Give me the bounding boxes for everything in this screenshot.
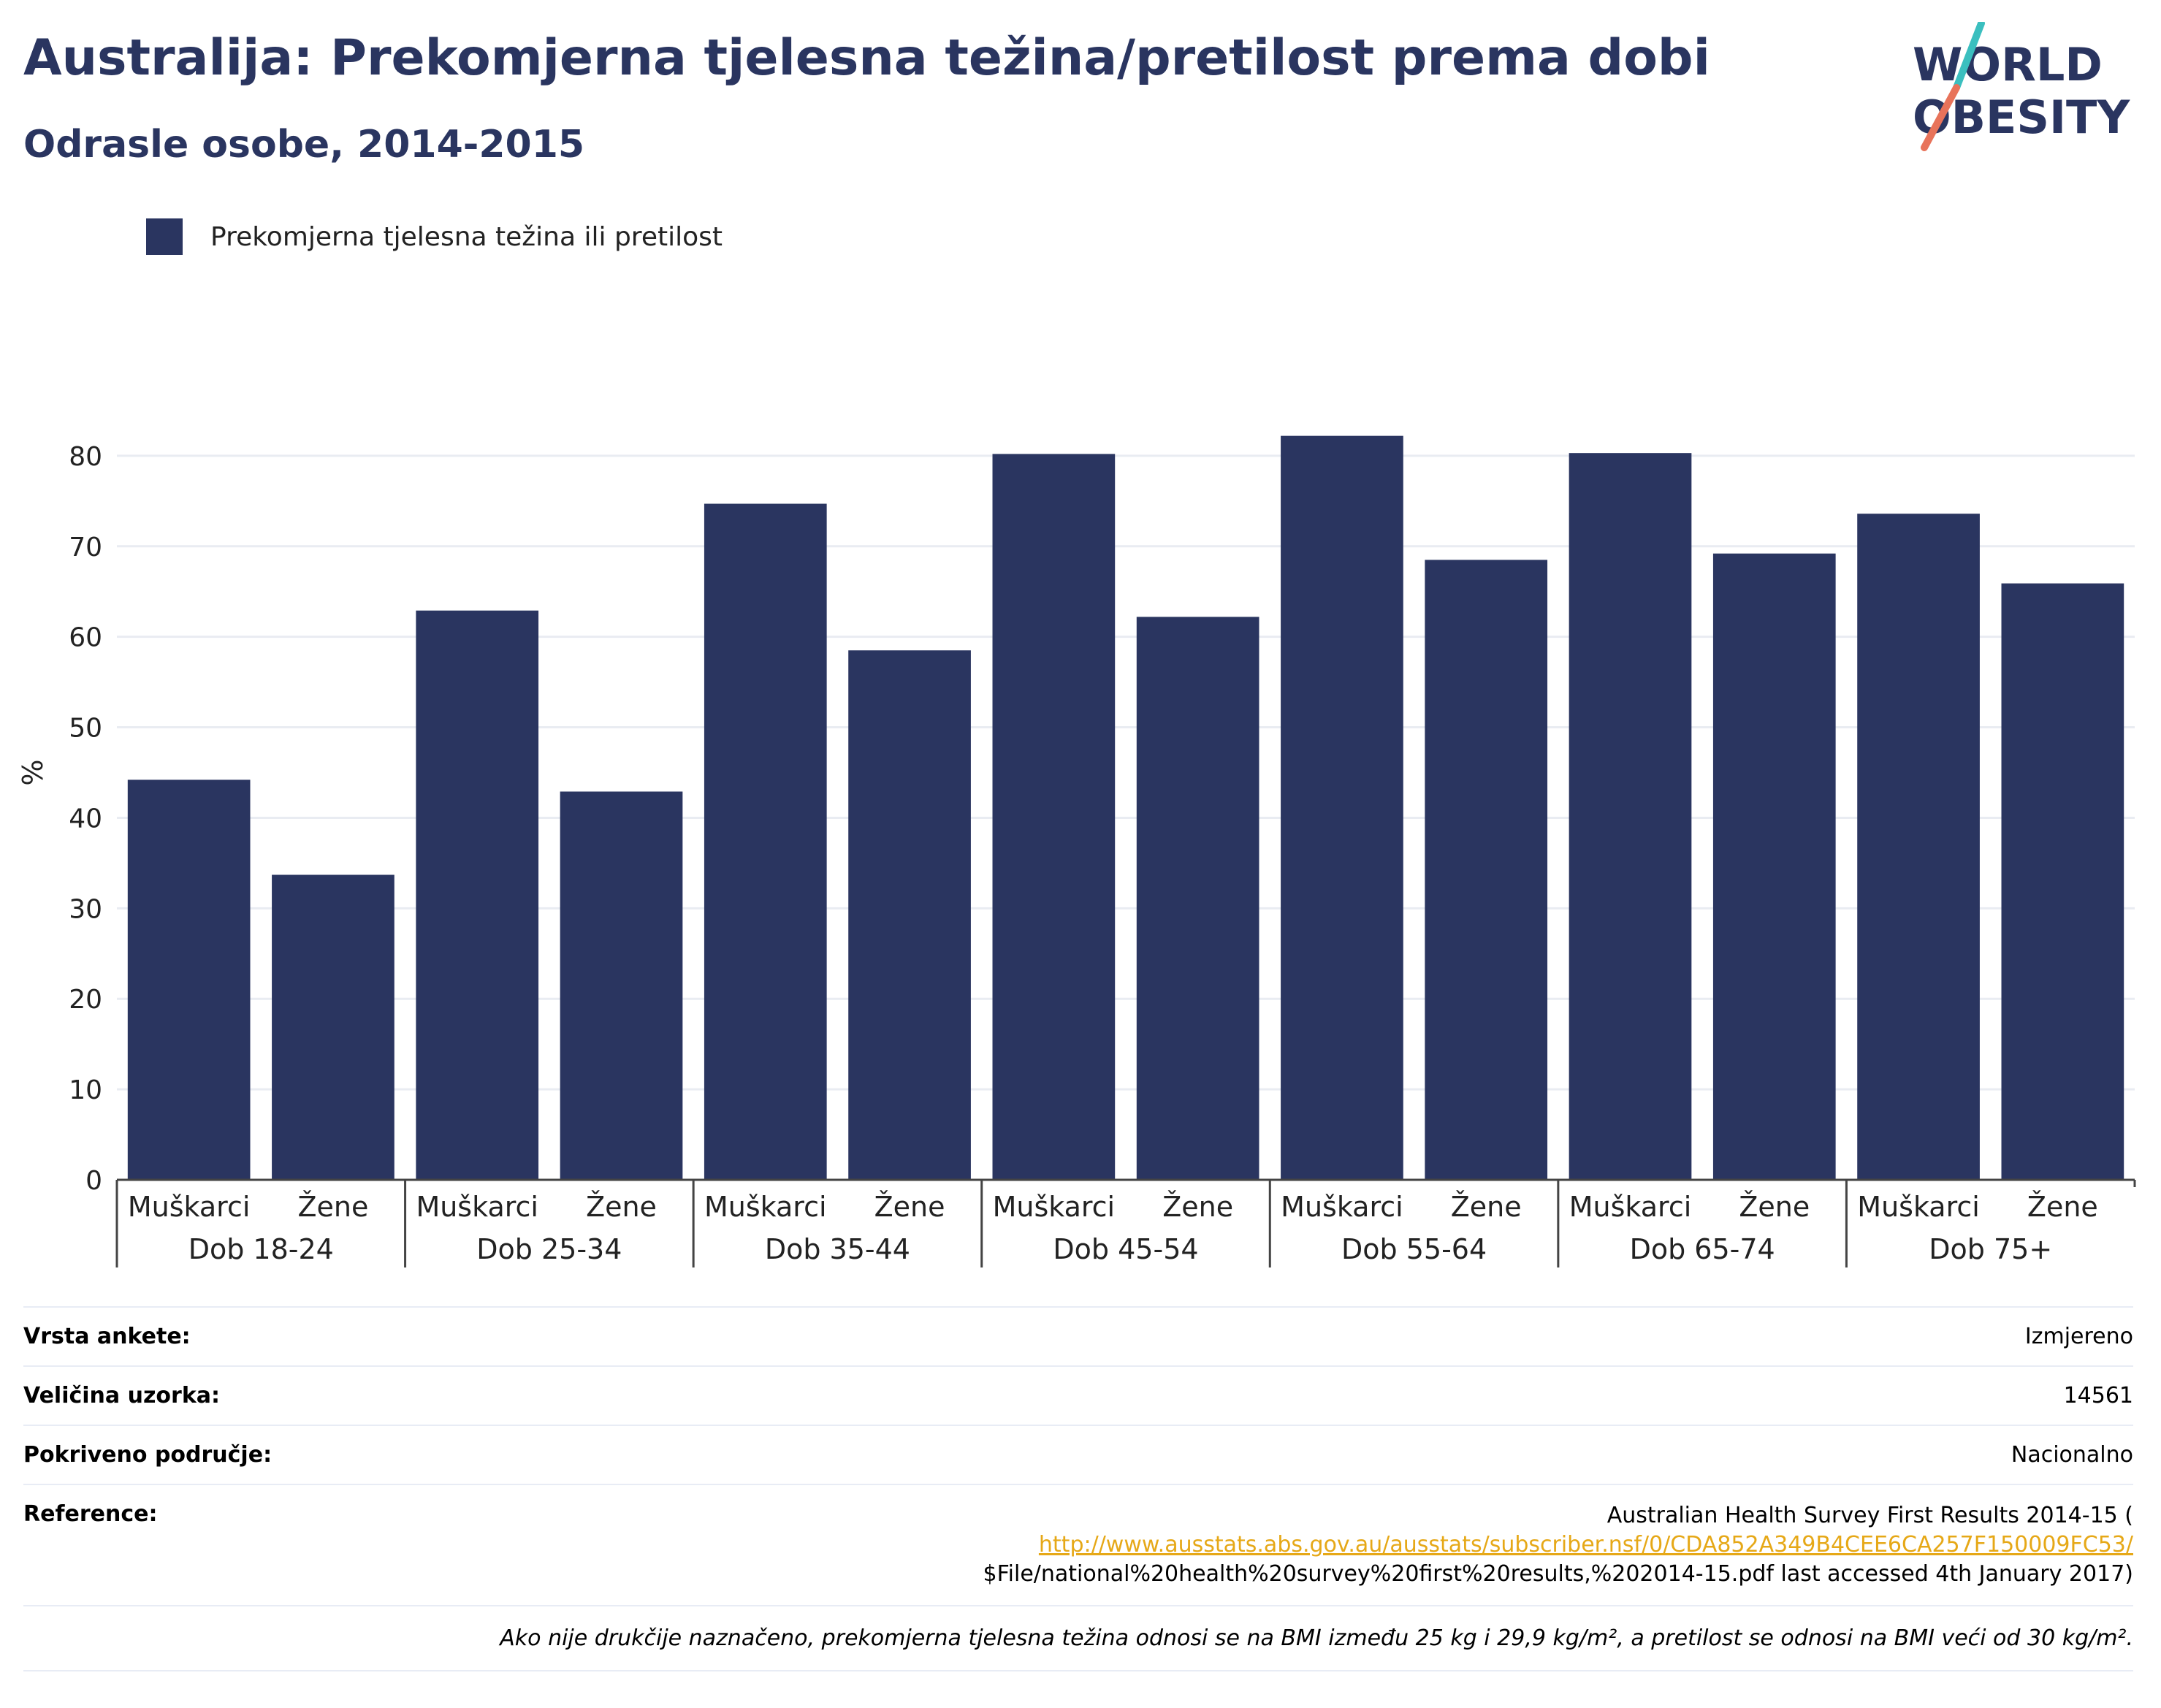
coverage-value: Nacionalno bbox=[2011, 1442, 2133, 1468]
bmi-definition-note: Ako nije drukčije naznačeno, prekomjerna… bbox=[23, 1605, 2133, 1671]
survey-type-row: Vrsta ankete: Izmjereno bbox=[23, 1306, 2133, 1365]
x-category-label: Muškarci bbox=[128, 1191, 251, 1223]
coverage-row: Pokriveno područje: Nacionalno bbox=[23, 1425, 2133, 1484]
x-category-label: Muškarci bbox=[1569, 1191, 1692, 1223]
chart-subtitle: Odrasle osobe, 2014-2015 bbox=[23, 123, 585, 167]
x-category-label: Muškarci bbox=[416, 1191, 538, 1223]
reference-text: Australian Health Survey First Results 2… bbox=[1607, 1503, 2133, 1528]
x-category-label: Žene bbox=[2027, 1191, 2098, 1223]
y-tick-label: 30 bbox=[69, 894, 102, 924]
x-group-label: Dob 55-64 bbox=[1341, 1233, 1487, 1265]
y-tick-label: 0 bbox=[85, 1166, 102, 1196]
y-tick-label: 40 bbox=[69, 804, 102, 834]
x-group-label: Dob 18-24 bbox=[188, 1233, 334, 1265]
bar bbox=[127, 779, 251, 1180]
axes: 0 10 20 30 40 50 60 70 80 Muškarci Žene Dob 18-24 Mu… bbox=[69, 442, 2136, 1267]
sample-size-row: Veličina uzorka: 14561 bbox=[23, 1365, 2133, 1425]
x-category-label: Muškarci bbox=[1857, 1191, 1980, 1223]
bar bbox=[848, 650, 971, 1180]
y-tick-label: 70 bbox=[69, 533, 102, 563]
x-category-label: Muškarci bbox=[993, 1191, 1116, 1223]
world-obesity-logo: WORLD OBESITY bbox=[1913, 22, 2130, 151]
logo-slash-bottom bbox=[1921, 84, 1960, 151]
bar bbox=[1425, 560, 1548, 1180]
x-category-label: Žene bbox=[586, 1191, 657, 1223]
bar-chart: 0 10 20 30 40 50 60 70 80 Muškarci Žene Dob 18-24 Mu… bbox=[17, 435, 2136, 1267]
logo-slash-top bbox=[1953, 22, 1985, 91]
bar bbox=[560, 791, 683, 1180]
x-category-label: Žene bbox=[297, 1191, 368, 1223]
x-category-label: Žene bbox=[1451, 1191, 1522, 1223]
bar bbox=[704, 503, 827, 1180]
legend-label: Prekomjerna tjelesna težina ili pretilos… bbox=[210, 221, 723, 252]
coverage-label: Pokriveno područje: bbox=[23, 1442, 272, 1468]
y-tick-label: 10 bbox=[69, 1075, 102, 1105]
x-group-label: Dob 75+ bbox=[1929, 1233, 2052, 1265]
x-group-label: Dob 45-54 bbox=[1053, 1233, 1198, 1265]
reference-link[interactable]: http://www.ausstats.abs.gov.au/ausstats/… bbox=[1038, 1532, 2133, 1558]
y-tick-label: 50 bbox=[69, 714, 102, 744]
chart-title: Australija: Prekomjerna tjelesna težina/… bbox=[23, 29, 1710, 87]
bar bbox=[1712, 553, 1836, 1180]
x-category-label: Žene bbox=[874, 1191, 945, 1223]
survey-type-value: Izmjereno bbox=[2024, 1324, 2133, 1349]
bar bbox=[2001, 583, 2124, 1180]
bar bbox=[1569, 453, 1692, 1180]
y-tick-label: 80 bbox=[69, 442, 102, 472]
x-category-label: Žene bbox=[1162, 1191, 1233, 1223]
x-category-label: Žene bbox=[1739, 1191, 1810, 1223]
x-group-label: Dob 65-74 bbox=[1630, 1233, 1775, 1265]
survey-metadata: Vrsta ankete: Izmjereno Veličina uzorka:… bbox=[23, 1306, 2133, 1671]
bar bbox=[272, 874, 395, 1180]
reference-value: Australian Health Survey First Results 2… bbox=[983, 1501, 2133, 1589]
sample-size-value: 14561 bbox=[2063, 1383, 2133, 1408]
sample-size-label: Veličina uzorka: bbox=[23, 1383, 221, 1408]
x-category-label: Muškarci bbox=[1281, 1191, 1403, 1223]
y-axis-label: % bbox=[17, 759, 49, 785]
x-group-label: Dob 25-34 bbox=[476, 1233, 622, 1265]
y-tick-label: 20 bbox=[69, 985, 102, 1015]
bar bbox=[1857, 514, 1980, 1180]
bar bbox=[1281, 435, 1403, 1180]
reference-label: Reference: bbox=[23, 1501, 158, 1527]
bar bbox=[992, 454, 1116, 1180]
y-tick-label: 60 bbox=[69, 623, 102, 653]
x-category-label: Muškarci bbox=[704, 1191, 827, 1223]
bar bbox=[416, 610, 539, 1180]
legend-swatch bbox=[146, 218, 183, 255]
x-group-label: Dob 35-44 bbox=[765, 1233, 910, 1265]
survey-type-label: Vrsta ankete: bbox=[23, 1324, 191, 1349]
bar bbox=[1136, 617, 1259, 1180]
logo-word-obesity: OBESITY bbox=[1913, 91, 2130, 144]
bars bbox=[127, 435, 2124, 1180]
legend: Prekomjerna tjelesna težina ili pretilos… bbox=[146, 218, 723, 256]
reference-text-cont: $File/national%20health%20survey%20first… bbox=[983, 1561, 2133, 1587]
reference-row: Reference: Australian Health Survey Firs… bbox=[23, 1484, 2133, 1605]
logo-word-world: WORLD bbox=[1913, 38, 2103, 91]
